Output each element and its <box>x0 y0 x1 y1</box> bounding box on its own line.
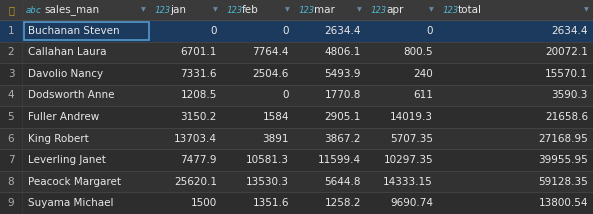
Text: 9690.74: 9690.74 <box>390 198 433 208</box>
Text: 123: 123 <box>154 6 170 15</box>
Text: 611: 611 <box>413 91 433 100</box>
Text: Davolio Nancy: Davolio Nancy <box>28 69 103 79</box>
Text: abc: abc <box>26 6 42 15</box>
Text: 5644.8: 5644.8 <box>324 177 361 187</box>
Text: total: total <box>458 5 482 15</box>
Text: 123: 123 <box>298 6 314 15</box>
Bar <box>0 171 593 192</box>
Text: 1584: 1584 <box>263 112 289 122</box>
Text: 800.5: 800.5 <box>403 47 433 57</box>
Text: 123: 123 <box>442 6 458 15</box>
Text: 14333.15: 14333.15 <box>383 177 433 187</box>
Bar <box>0 20 593 42</box>
Text: jan: jan <box>170 5 186 15</box>
Text: 27168.95: 27168.95 <box>538 134 588 144</box>
Text: ▼: ▼ <box>285 7 289 12</box>
Text: 7331.6: 7331.6 <box>180 69 217 79</box>
Text: 2504.6: 2504.6 <box>253 69 289 79</box>
Text: 3150.2: 3150.2 <box>181 112 217 122</box>
Text: 13703.4: 13703.4 <box>174 134 217 144</box>
Text: 3: 3 <box>8 69 14 79</box>
Text: 123: 123 <box>226 6 242 15</box>
Text: 59128.35: 59128.35 <box>538 177 588 187</box>
Bar <box>0 192 593 214</box>
Text: 7: 7 <box>8 155 14 165</box>
Bar <box>24 21 148 40</box>
Text: 1208.5: 1208.5 <box>181 91 217 100</box>
Text: 2634.4: 2634.4 <box>551 26 588 36</box>
Bar <box>0 63 593 85</box>
Bar <box>0 149 593 171</box>
Text: 10297.35: 10297.35 <box>384 155 433 165</box>
Text: 9: 9 <box>8 198 14 208</box>
Text: 3590.3: 3590.3 <box>551 91 588 100</box>
Bar <box>0 128 593 149</box>
Text: ▼: ▼ <box>213 7 218 12</box>
Text: 1500: 1500 <box>191 198 217 208</box>
Bar <box>0 0 593 20</box>
Text: 2634.4: 2634.4 <box>324 26 361 36</box>
Text: ▼: ▼ <box>429 7 433 12</box>
Bar <box>0 85 593 106</box>
Text: Callahan Laura: Callahan Laura <box>28 47 107 57</box>
Text: 2905.1: 2905.1 <box>324 112 361 122</box>
Text: 123: 123 <box>370 6 386 15</box>
Text: ▼: ▼ <box>584 7 588 12</box>
Text: 21658.6: 21658.6 <box>545 112 588 122</box>
Text: 5493.9: 5493.9 <box>324 69 361 79</box>
Text: 5: 5 <box>8 112 14 122</box>
Text: 240: 240 <box>413 69 433 79</box>
Text: 11599.4: 11599.4 <box>318 155 361 165</box>
Text: 39955.95: 39955.95 <box>538 155 588 165</box>
Text: 20072.1: 20072.1 <box>545 47 588 57</box>
Text: Leverling Janet: Leverling Janet <box>28 155 106 165</box>
Text: 14019.3: 14019.3 <box>390 112 433 122</box>
Text: 3891: 3891 <box>263 134 289 144</box>
Text: Fuller Andrew: Fuller Andrew <box>28 112 99 122</box>
Text: 🔒: 🔒 <box>8 5 14 15</box>
Text: 8: 8 <box>8 177 14 187</box>
Text: Buchanan Steven: Buchanan Steven <box>28 26 120 36</box>
Text: apr: apr <box>386 5 403 15</box>
Text: 0: 0 <box>426 26 433 36</box>
Text: 7764.4: 7764.4 <box>253 47 289 57</box>
Text: mar: mar <box>314 5 335 15</box>
Text: 2: 2 <box>8 47 14 57</box>
Text: 0: 0 <box>282 91 289 100</box>
Text: 3867.2: 3867.2 <box>324 134 361 144</box>
Text: feb: feb <box>242 5 259 15</box>
Text: 0: 0 <box>211 26 217 36</box>
Text: 1258.2: 1258.2 <box>324 198 361 208</box>
Text: 1351.6: 1351.6 <box>253 198 289 208</box>
Text: 4806.1: 4806.1 <box>324 47 361 57</box>
Text: sales_man: sales_man <box>44 4 99 15</box>
Text: 0: 0 <box>282 26 289 36</box>
Text: Suyama Michael: Suyama Michael <box>28 198 113 208</box>
Text: 25620.1: 25620.1 <box>174 177 217 187</box>
Text: 13800.54: 13800.54 <box>538 198 588 208</box>
Text: 6: 6 <box>8 134 14 144</box>
Text: Peacock Margaret: Peacock Margaret <box>28 177 121 187</box>
Text: King Robert: King Robert <box>28 134 89 144</box>
Text: ▼: ▼ <box>141 7 145 12</box>
Bar <box>0 106 593 128</box>
Text: ▼: ▼ <box>356 7 361 12</box>
Text: 4: 4 <box>8 91 14 100</box>
Bar <box>0 42 593 63</box>
Text: 6701.1: 6701.1 <box>181 47 217 57</box>
Text: 13530.3: 13530.3 <box>246 177 289 187</box>
Text: 1: 1 <box>8 26 14 36</box>
Text: 10581.3: 10581.3 <box>246 155 289 165</box>
Text: 15570.1: 15570.1 <box>545 69 588 79</box>
Text: 5707.35: 5707.35 <box>390 134 433 144</box>
Text: Dodsworth Anne: Dodsworth Anne <box>28 91 114 100</box>
Text: 1770.8: 1770.8 <box>324 91 361 100</box>
Text: 7477.9: 7477.9 <box>180 155 217 165</box>
